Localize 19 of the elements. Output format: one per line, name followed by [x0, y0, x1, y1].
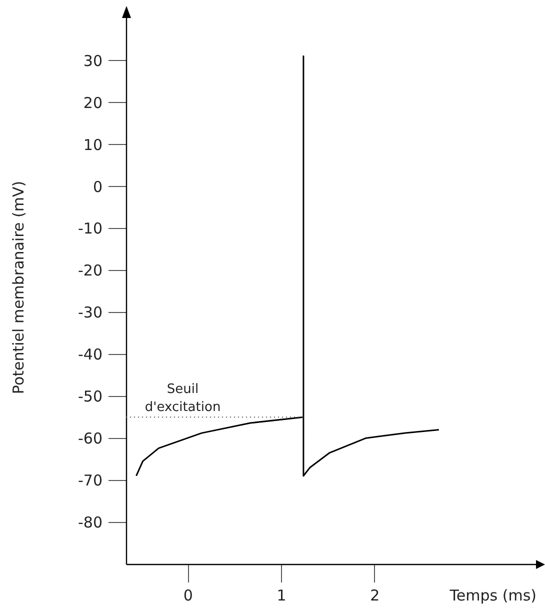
y-tick-label: -20 [78, 262, 102, 280]
y-tick-label: 30 [83, 52, 102, 70]
y-tick-label: 0 [92, 178, 102, 196]
y-tick-label: -10 [78, 220, 102, 238]
y-axis-title: Potentiel membranaire (mV) [10, 180, 28, 394]
y-tick-label: -30 [78, 304, 102, 322]
y-tick-label: -70 [78, 472, 102, 490]
y-tick-label: -50 [78, 388, 102, 406]
x-tick-label: 0 [183, 586, 193, 604]
x-tick-label: 2 [370, 586, 380, 604]
y-tick-label: -80 [78, 514, 102, 532]
x-tick-label: 1 [276, 586, 286, 604]
y-tick-label: 10 [83, 136, 102, 154]
x-axis-title: Temps (ms) [448, 586, 536, 604]
y-tick-label: -40 [78, 346, 102, 364]
line-series [136, 55, 440, 477]
ref-line-label: Seuil d'excitation [144, 382, 221, 416]
y-tick-label: 20 [83, 94, 102, 112]
y-tick-label: -60 [78, 430, 102, 448]
